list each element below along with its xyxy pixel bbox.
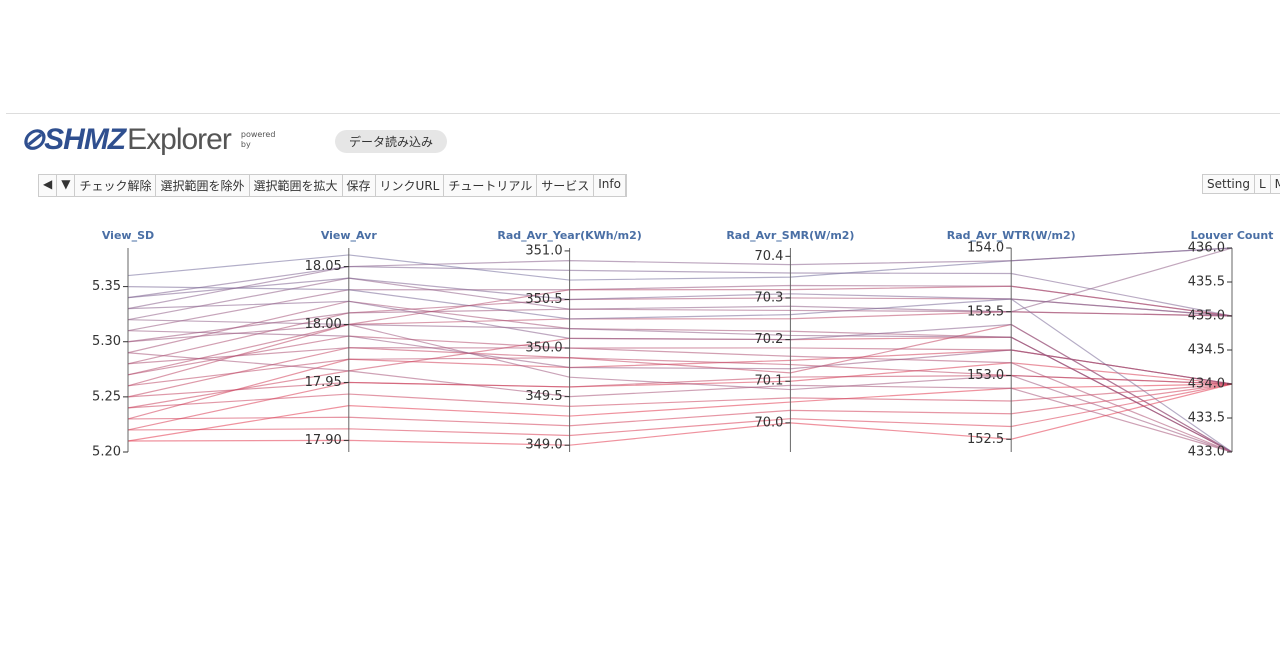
toolbar-button[interactable]: リンクURL [375,175,445,196]
tick-label: 349.0 [525,438,562,453]
tick-label: 153.5 [967,304,1004,319]
toolbar-button[interactable]: M [1270,175,1280,193]
toolbar: ◀ ▼ チェック解除 選択範囲を除外 選択範囲を拡大 保存 リンクURL チュートリアル サービ… [38,174,627,197]
tick-label: 349.5 [525,389,562,404]
data-line [127,323,1233,453]
data-line [127,300,1233,453]
tick-label: 350.0 [525,341,562,356]
toolbar-button[interactable]: サービス [537,175,595,196]
toolbar-button[interactable]: チェック解除 [75,175,157,196]
axis-title: Louver Count [1191,229,1274,242]
tick-label: 18.00 [305,317,342,332]
axis-title: View_SD [102,229,154,242]
data-line [127,247,1233,321]
tick-label: 436.0 [1188,241,1225,256]
powered: powered [240,129,276,139]
logo: ⊘SHMZ Explorer powered by [20,122,275,157]
tick-label: 434.5 [1188,343,1225,358]
load-button[interactable]: データ読み込み [335,130,448,153]
tick-label: 5.35 [92,279,121,294]
tick-label: 70.2 [754,332,783,347]
tick-label: 350.5 [525,292,562,307]
data-line [127,265,1233,317]
data-line [127,347,1233,453]
tick-label: 435.0 [1188,309,1225,324]
tick-label: 351.0 [525,243,562,258]
prev-button[interactable]: ◀ [39,175,58,196]
tick-label: 435.5 [1188,275,1225,290]
axis-title: Rad_Avr_Year(KWh/m2) [497,229,641,242]
data-line [127,383,1233,409]
dropdown-button[interactable]: ▼ [57,175,76,196]
tick-label: 70.4 [754,249,783,264]
data-line [127,285,1233,376]
data-line [127,383,1233,446]
logo-mark: ⊘SHMZ [20,123,126,156]
toolbar-button[interactable]: 選択範囲を除外 [156,175,250,196]
data-line [127,383,1233,437]
toolbar-button[interactable]: Setting [1203,175,1255,193]
tick-label: 18.05 [305,259,342,274]
data-line [127,285,1233,453]
axis-title: View_Avr [321,229,378,242]
tick-label: 5.25 [92,389,121,404]
toolbar-button[interactable]: Info [594,175,626,196]
data-line [127,319,1233,453]
tick-label: 5.20 [92,445,121,460]
data-line [127,323,1233,453]
tick-label: 154.0 [967,241,1004,256]
tick-label: 17.90 [305,433,342,448]
data-line [127,383,1233,442]
tick-label: 152.5 [967,432,1004,447]
separator [6,113,1280,114]
tick-label: 433.0 [1188,445,1225,460]
data-line [127,247,1233,281]
product-name: Explorer [127,122,232,156]
data-line [127,247,1233,310]
data-line [127,352,1233,453]
data-line [127,277,1233,317]
data-line [127,374,1233,398]
tick-label: 5.30 [92,334,121,349]
logo-text: SHMZ [44,123,126,156]
tick-label: 17.95 [305,375,342,390]
data-line [127,383,1233,427]
toolbar-button[interactable]: L [1254,175,1271,193]
toolbar-button[interactable]: 選択範囲を拡大 [249,175,343,196]
tick-label: 434.0 [1188,377,1225,392]
toolbar-right: Setting L M [1202,174,1280,194]
toolbar-button[interactable]: チュートリアル [444,175,538,196]
data-line [127,362,1233,431]
axis-title: Rad_Avr_WTR(W/m2) [947,229,1076,242]
by: by [240,139,251,149]
data-line [127,308,1233,343]
data-line [127,330,1233,385]
tick-label: 70.3 [754,290,783,305]
powered-by: powered by [241,130,276,150]
tick-label: 153.0 [967,368,1004,383]
tick-label: 70.1 [754,374,783,389]
tick-label: 70.0 [754,415,783,430]
axis-title: Rad_Avr_SMR(W/m2) [726,229,854,242]
tick-label: 433.5 [1188,411,1225,426]
toolbar-button[interactable]: 保存 [342,175,376,196]
